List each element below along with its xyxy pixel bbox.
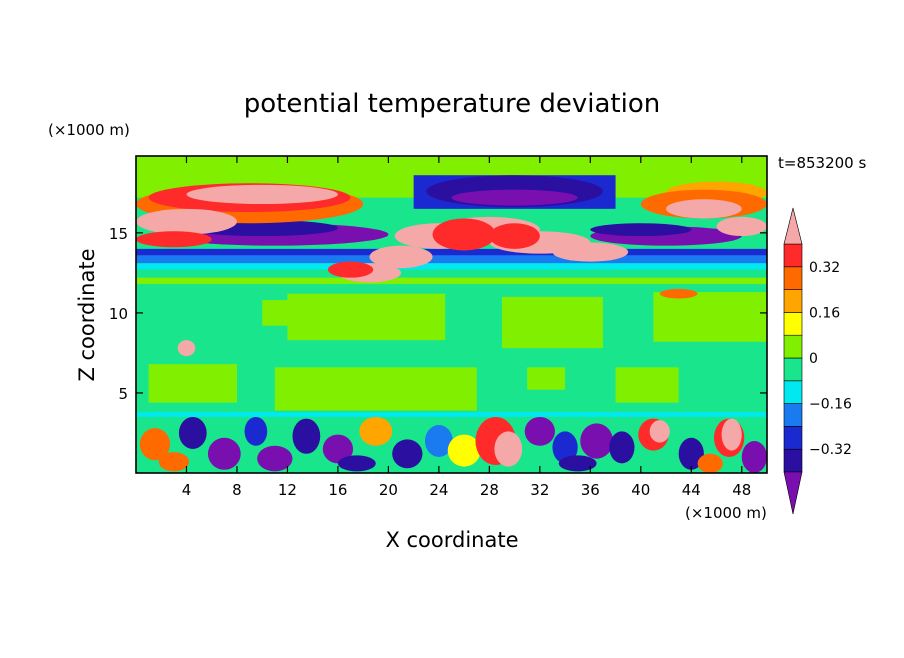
field-region xyxy=(659,288,698,299)
heatmap-field xyxy=(136,156,767,473)
field-region xyxy=(424,424,453,457)
plot-frame xyxy=(135,155,768,474)
field-region xyxy=(615,367,679,403)
colorbar-tick-label: 0.16 xyxy=(809,305,840,321)
field-region xyxy=(136,263,767,270)
field-region xyxy=(741,440,767,473)
field-region xyxy=(136,248,767,256)
field-region xyxy=(649,420,670,443)
field-region xyxy=(721,418,742,451)
x-tick-label: 28 xyxy=(480,481,499,499)
x-tick-label: 16 xyxy=(328,481,347,499)
field-region xyxy=(136,277,767,285)
field-region xyxy=(337,455,376,472)
x-tick-label: 20 xyxy=(379,481,398,499)
field-region xyxy=(527,367,566,390)
field-region xyxy=(136,208,237,235)
x-tick-label: 32 xyxy=(530,481,549,499)
field-region xyxy=(697,453,723,473)
field-region xyxy=(274,367,477,411)
field-region xyxy=(178,416,207,449)
time-label: t=853200 s xyxy=(778,154,866,172)
field-region xyxy=(136,269,767,278)
field-region xyxy=(609,431,635,464)
x-tick-label: 8 xyxy=(232,481,242,499)
field-region xyxy=(494,431,523,467)
field-region xyxy=(262,300,288,326)
colorbar-cell xyxy=(783,448,803,473)
colorbar-cell xyxy=(783,289,803,313)
x-tick-label: 40 xyxy=(631,481,650,499)
colorbar-tick-label: −0.32 xyxy=(809,442,852,458)
y-tick-label: 5 xyxy=(118,385,128,403)
field-region xyxy=(447,434,481,467)
x-axis-label: X coordinate xyxy=(385,528,518,552)
colorbar-cell xyxy=(783,426,803,450)
x-tick-label: 48 xyxy=(732,481,751,499)
field-region xyxy=(552,431,578,464)
field-region xyxy=(392,439,423,469)
field-region xyxy=(432,218,496,251)
field-region xyxy=(186,184,338,205)
field-region xyxy=(489,223,540,249)
x-tick-label: 4 xyxy=(182,481,192,499)
colorbar-min-triangle xyxy=(783,471,803,515)
colorbar: 0.32 0.16 0 −0.16 −0.32 xyxy=(783,207,852,515)
field-region xyxy=(666,199,742,219)
colorbar-cell xyxy=(783,334,803,359)
field-region xyxy=(287,293,446,341)
x-tick-label: 12 xyxy=(278,481,297,499)
colorbar-tick-label: 0 xyxy=(809,351,818,367)
field-region xyxy=(136,253,767,264)
field-region xyxy=(501,296,603,349)
y-axis-ticks: 5 10 15 xyxy=(109,225,767,403)
y-axis-label: Z coordinate xyxy=(75,248,99,381)
field-region xyxy=(244,416,268,446)
colorbar-cell xyxy=(783,243,803,268)
colorbar-cell xyxy=(783,266,803,290)
field-region xyxy=(678,437,704,470)
field-region xyxy=(369,245,433,269)
colorbar-cell xyxy=(783,312,803,336)
field-region xyxy=(590,223,692,237)
colorbar-tick-label: −0.16 xyxy=(809,397,852,413)
field-region xyxy=(451,189,578,206)
chart-title: potential temperature deviation xyxy=(244,89,660,119)
x-tick-label: 36 xyxy=(581,481,600,499)
field-region xyxy=(177,340,196,357)
field-region xyxy=(558,455,597,472)
field-region xyxy=(136,231,212,248)
field-region xyxy=(139,428,171,461)
x-tick-label: 44 xyxy=(682,481,701,499)
field-region xyxy=(136,412,767,417)
colorbar-max-triangle xyxy=(783,207,803,245)
field-region xyxy=(552,242,629,262)
y-tick-label: 15 xyxy=(109,225,128,243)
field-region xyxy=(580,423,614,459)
field-region xyxy=(292,418,321,454)
field-region xyxy=(148,364,237,403)
x-tick-label: 24 xyxy=(429,481,448,499)
colorbar-cell xyxy=(783,380,803,404)
y-unit-label: (×1000 m) xyxy=(48,121,130,139)
x-axis-ticks: 4 8 12 16 20 24 28 32 36 40 44 48 xyxy=(182,156,751,499)
field-region xyxy=(716,216,767,237)
colorbar-cell xyxy=(783,403,803,427)
field-region xyxy=(524,416,555,446)
colorbar-cell xyxy=(783,357,803,382)
y-tick-label: 10 xyxy=(109,305,128,323)
field-region xyxy=(327,261,374,278)
x-unit-label: (×1000 m) xyxy=(685,504,767,522)
field-region xyxy=(653,292,767,342)
field-region xyxy=(257,445,293,472)
colorbar-tick-label: 0.32 xyxy=(809,260,840,276)
field-region xyxy=(207,437,241,470)
field-region xyxy=(359,416,393,446)
field-region xyxy=(158,452,190,472)
field-region xyxy=(322,434,354,464)
